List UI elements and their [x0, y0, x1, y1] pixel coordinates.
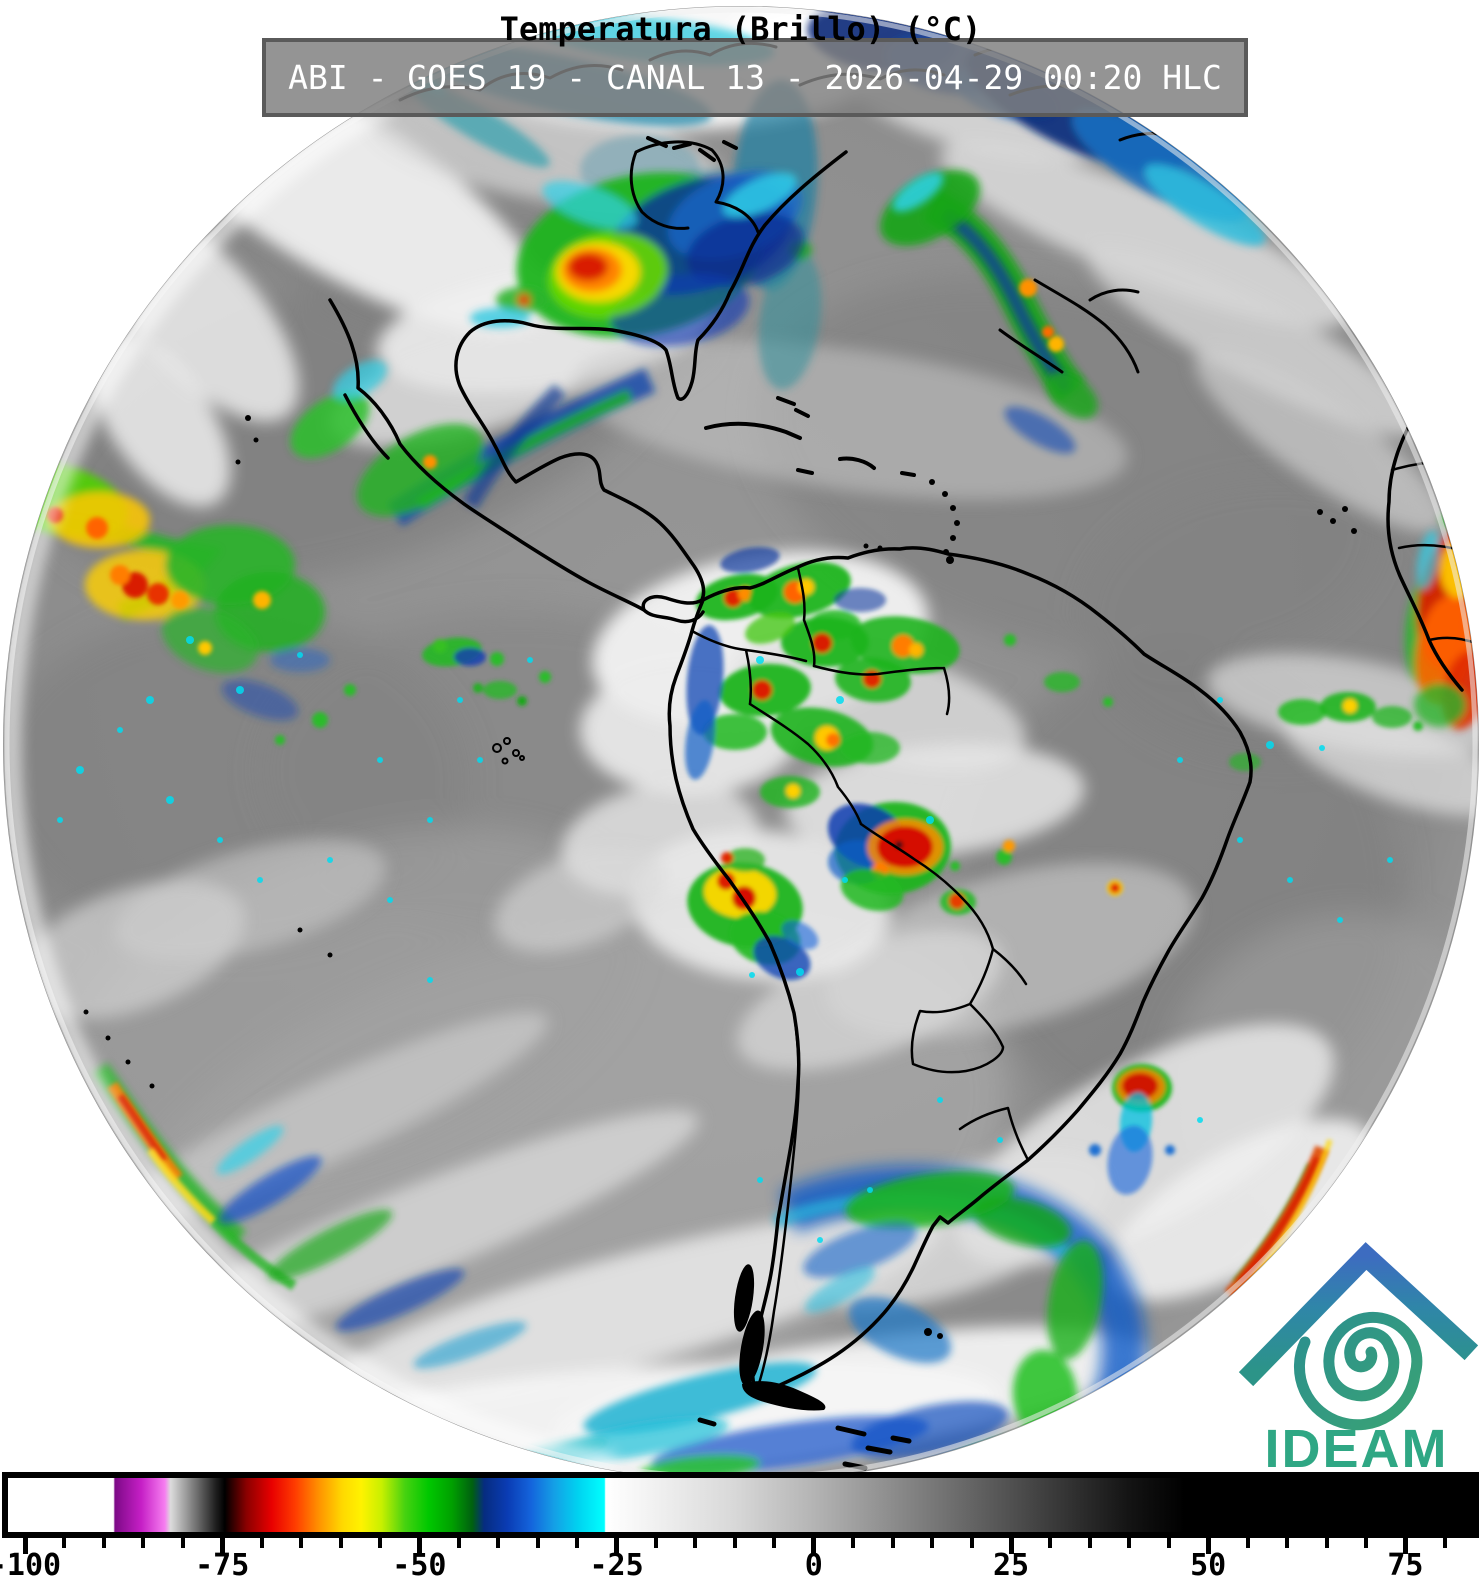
logo-roof-icon	[1238, 1242, 1479, 1387]
storm-atlantic-itcz	[1229, 692, 1423, 771]
storm-colombia-venezuela	[685, 547, 1113, 808]
convection-layer	[3, 170, 1479, 1482]
ideam-logo: IDEAM	[1232, 1240, 1481, 1480]
cyan-speckles	[57, 636, 1393, 1323]
image-title-text: ABI - GOES 19 - CANAL 13 - 2026-04-29 00…	[288, 58, 1222, 97]
storm-amazon	[827, 801, 1123, 915]
storm-mid-atlantic	[880, 170, 1098, 454]
logo-spiral-icon	[1293, 1311, 1423, 1431]
temperature-colorbar	[2, 1472, 1479, 1538]
storm-east-pacific-cores	[47, 455, 551, 745]
patagonia-ice	[733, 1264, 943, 1411]
image-title-bar: ABI - GOES 19 - CANAL 13 - 2026-04-29 00…	[262, 38, 1248, 117]
colorbar-label: Temperatura (Brillo) (°C)	[499, 10, 982, 48]
ideam-logo-text: IDEAM	[1264, 1419, 1449, 1479]
colorbar-gradient	[8, 1478, 1473, 1532]
storm-south-brazil	[1089, 1064, 1175, 1195]
storm-southwest-limb	[92, 1062, 527, 1369]
storm-se-usa	[470, 170, 804, 347]
ideam-logo-graphic	[1238, 1242, 1479, 1431]
